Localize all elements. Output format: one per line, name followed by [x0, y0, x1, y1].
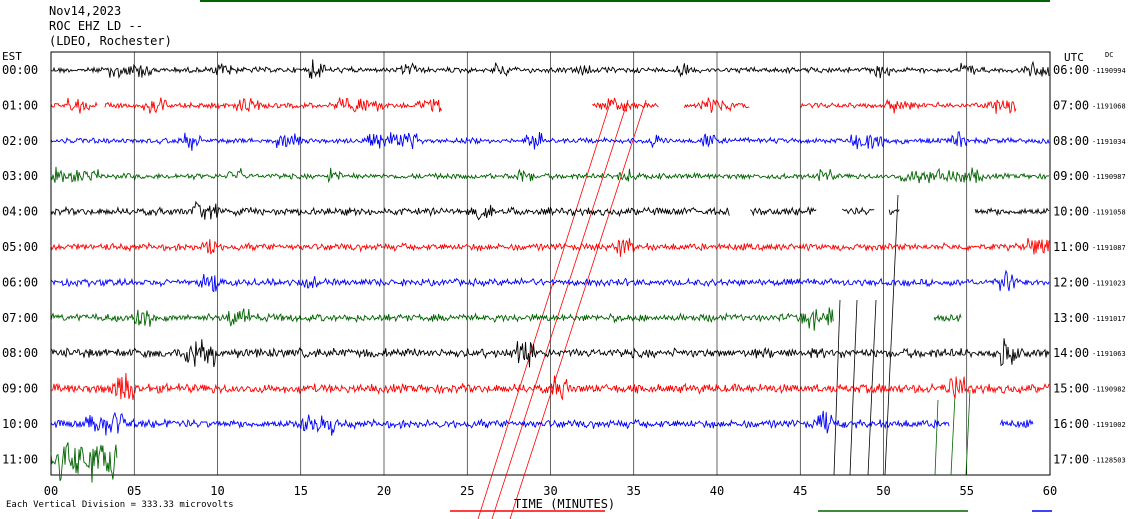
est-hour-label: 03:00 [2, 169, 38, 183]
vertical-division-note: Each Vertical Division = 333.33 microvol… [6, 500, 234, 510]
utc-hour-label: 15:00 [1053, 382, 1089, 396]
est-hour-label: 10:00 [2, 417, 38, 431]
x-tick-label: 60 [1043, 484, 1057, 498]
transfer-line [867, 299, 877, 476]
x-axis-title: TIME (MINUTES) [514, 497, 616, 511]
est-hour-label: 09:00 [2, 382, 38, 396]
dc-offset-label: -1191058 [1092, 209, 1126, 217]
x-tick-label: 00 [44, 484, 58, 498]
x-tick-label: 20 [377, 484, 391, 498]
utc-hour-label: 12:00 [1053, 275, 1089, 289]
x-tick-labels: 00 05 10 15 20 25 30 35 40 45 50 55 60 [44, 484, 1057, 498]
dc-offset-label: -1190982 [1092, 386, 1126, 394]
transfer-line [884, 194, 899, 476]
est-hour-label: 11:00 [2, 452, 38, 466]
trace-row-1000 [50, 410, 1034, 436]
dc-offset-label: -1191017 [1092, 315, 1126, 323]
heli-header-date: Nov14,2023 [49, 4, 122, 18]
x-tick-label: 25 [460, 484, 474, 498]
heli-header-network: (LDEO, Rochester) [49, 34, 172, 48]
trace-row-0700 [50, 307, 962, 331]
x-tick-label: 35 [627, 484, 641, 498]
transfer-line [491, 99, 629, 519]
traces [50, 59, 1050, 483]
heli-header-station: ROC EHZ LD -- [49, 19, 143, 33]
trace-row-0100 [50, 97, 1017, 114]
est-hour-label: 06:00 [2, 275, 38, 289]
utc-hour-label: 14:00 [1053, 346, 1089, 360]
transfer-line [965, 389, 971, 476]
x-tick-label: 30 [543, 484, 557, 498]
transfer-line [477, 99, 612, 519]
est-hour-label: 05:00 [2, 240, 38, 254]
trace-row-0500 [50, 238, 1050, 257]
right-timezone-label: UTC [1064, 51, 1084, 64]
utc-hour-label: 10:00 [1053, 205, 1089, 219]
slant-lines [477, 99, 971, 519]
utc-hour-label: 16:00 [1053, 417, 1089, 431]
est-hour-label: 00:00 [2, 63, 38, 77]
trace-row-0900 [50, 372, 1050, 401]
dc-offset-label: -1190994 [1092, 67, 1126, 75]
utc-hour-label: 11:00 [1053, 240, 1089, 254]
dc-label: DC [1105, 51, 1113, 59]
transfer-line [509, 99, 647, 519]
transfer-line [950, 394, 956, 476]
utc-hour-label: 07:00 [1053, 98, 1089, 112]
dc-offset-label: -1128503 [1092, 456, 1126, 464]
trace-row-0300 [50, 166, 1050, 184]
dc-offset-label: -1191087 [1092, 244, 1126, 252]
grid-lines [50, 0, 1052, 512]
left-timezone-label: EST [2, 50, 22, 63]
trace-row-0600 [50, 269, 1050, 293]
x-tick-label: 05 [127, 484, 141, 498]
est-hour-label: 07:00 [2, 311, 38, 325]
trace-row-1100 [50, 442, 118, 483]
transfer-line [934, 399, 939, 476]
x-tick-label: 45 [793, 484, 807, 498]
utc-hour-label: 08:00 [1053, 134, 1089, 148]
trace-row-0000 [50, 59, 1050, 79]
dc-offset-label: -1191002 [1092, 421, 1126, 429]
est-hour-label: 01:00 [2, 98, 38, 112]
est-hour-label: 02:00 [2, 134, 38, 148]
dc-offset-label: -1191023 [1092, 279, 1126, 287]
x-tick-label: 40 [710, 484, 724, 498]
x-tick-label: 50 [876, 484, 890, 498]
utc-hour-label: 13:00 [1053, 311, 1089, 325]
x-tick-label: 55 [960, 484, 974, 498]
dc-offset-label: -1191034 [1092, 138, 1126, 146]
utc-hour-label: 09:00 [1053, 169, 1089, 183]
utc-hour-label: 06:00 [1053, 63, 1089, 77]
x-tick-label: 15 [294, 484, 308, 498]
trace-row-0800 [50, 338, 1050, 368]
x-tick-label: 10 [210, 484, 224, 498]
trace-row-0400 [50, 200, 1050, 221]
dc-offset-label: -1191063 [1092, 350, 1126, 358]
trace-row-0200 [50, 131, 1050, 151]
est-hour-label: 08:00 [2, 346, 38, 360]
dc-offset-label: -1191068 [1092, 102, 1126, 110]
utc-hour-label: 17:00 [1053, 452, 1089, 466]
transfer-line [849, 299, 858, 476]
dc-offset-label: -1190987 [1092, 173, 1126, 181]
est-hour-label: 04:00 [2, 205, 38, 219]
